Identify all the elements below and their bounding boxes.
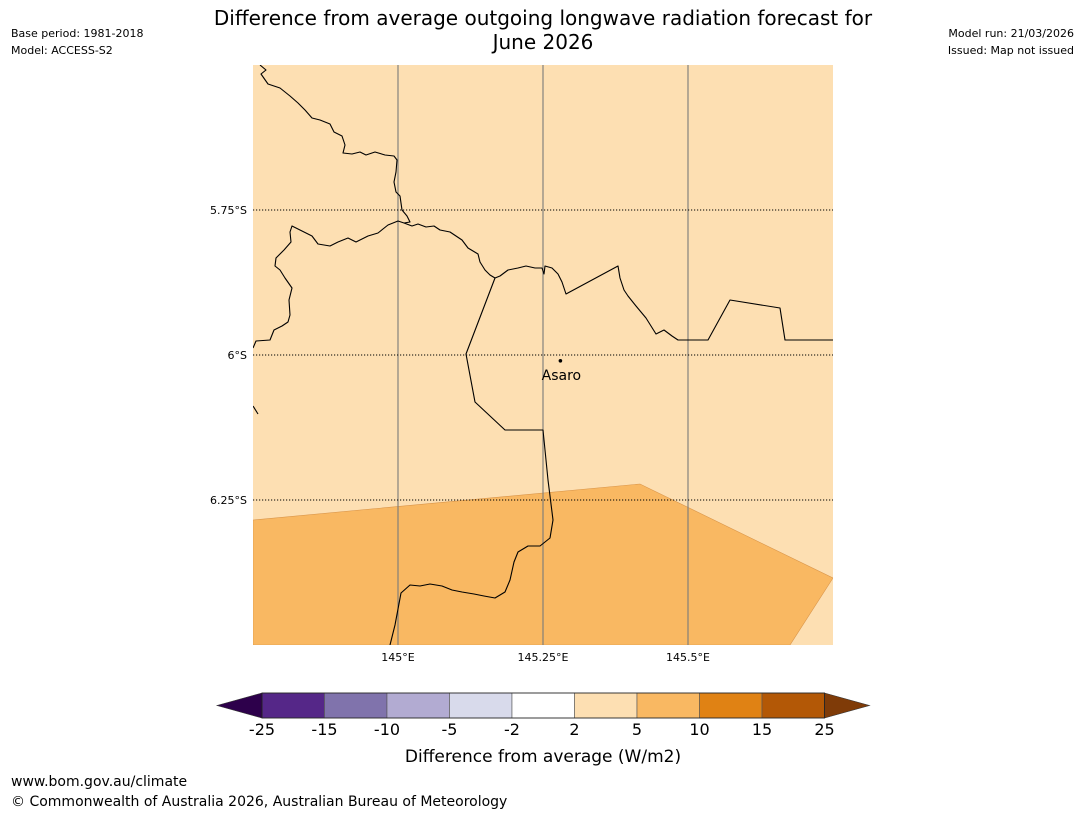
footer-copyright: © Commonwealth of Australia 2026, Austra… xyxy=(11,794,508,810)
title-line-2: June 2026 xyxy=(492,30,594,54)
province-boundaries xyxy=(253,65,833,645)
latitude-labels: 5.75°S 6°S 6.25°S xyxy=(210,204,247,507)
colorbar-tick-label: -5 xyxy=(442,720,458,739)
boundary-north xyxy=(253,65,411,349)
title-line-1: Difference from average outgoing longwav… xyxy=(213,6,873,30)
longitude-label: 145.5°E xyxy=(666,651,710,664)
latitude-label: 6.25°S xyxy=(210,494,247,507)
colorbar-segment xyxy=(386,692,450,719)
colorbar-tick-label: 15 xyxy=(752,720,772,739)
issued-status: Issued: Map not issued xyxy=(947,44,1074,57)
colorbar-under-arrow xyxy=(215,692,263,719)
colorbar-tick-label: 10 xyxy=(689,720,709,739)
boundary-west-south xyxy=(389,277,554,645)
colorbar-over-arrow xyxy=(824,692,871,719)
model-name: Model: ACCESS-S2 xyxy=(11,44,113,57)
latitude-gridlines xyxy=(253,209,833,501)
longitude-labels: 145°E 145.25°E 145.5°E xyxy=(381,651,710,664)
colorbar-segment xyxy=(324,692,388,719)
colorbar-segment xyxy=(261,692,325,719)
meta-left: Base period: 1981-2018 Model: ACCESS-S2 xyxy=(11,25,143,59)
base-period: Base period: 1981-2018 xyxy=(11,27,144,40)
latitude-label: 5.75°S xyxy=(210,204,247,217)
colorbar: -25 -15 -10 -5 -2 2 5 10 15 25 xyxy=(215,692,871,739)
boundary-west-edge xyxy=(253,405,259,415)
map-title: Difference from average outgoing longwav… xyxy=(193,6,893,54)
colorbar-segment xyxy=(636,692,700,719)
meta-right: Model run: 21/03/2026 Issued: Map not is… xyxy=(948,25,1074,59)
colorbar-tick-label: -2 xyxy=(504,720,520,739)
colorbar-segment xyxy=(574,692,638,719)
longitude-label: 145°E xyxy=(381,651,414,664)
colorbar-segment xyxy=(699,692,763,719)
colorbar-tick-label: 5 xyxy=(632,720,642,739)
colorbar-segment xyxy=(511,692,575,719)
colorbar-title: Difference from average (W/m2) xyxy=(405,747,681,767)
map-panel: Asaro xyxy=(253,65,833,645)
colorbar-tick-label: 25 xyxy=(814,720,834,739)
colorbar-segment xyxy=(761,692,825,719)
latitude-label: 6°S xyxy=(228,349,247,362)
model-run: Model run: 21/03/2026 xyxy=(948,27,1074,40)
footer-url[interactable]: www.bom.gov.au/climate xyxy=(11,774,188,790)
asaro-marker xyxy=(558,359,563,363)
asaro-label: Asaro xyxy=(542,368,581,384)
longitude-label: 145.25°E xyxy=(518,651,569,664)
boundary-central-east xyxy=(403,222,833,341)
colorbar-tick-label: -15 xyxy=(311,720,337,739)
colorbar-tick-label: 2 xyxy=(569,720,579,739)
colorbar-outline xyxy=(261,692,825,719)
colorbar-segment xyxy=(449,692,513,719)
colorbar-tick-label: -25 xyxy=(249,720,275,739)
colorbar-tick-label: -10 xyxy=(374,720,400,739)
